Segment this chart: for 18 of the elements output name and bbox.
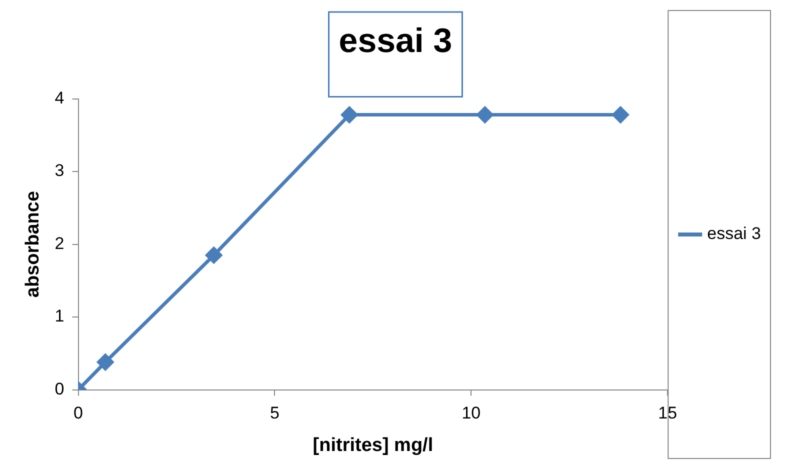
x-axis-title: [nitrites] mg/l	[312, 434, 434, 456]
legend-label: essai 3	[707, 224, 762, 244]
chart-title: essai 3	[338, 22, 452, 60]
point	[206, 246, 222, 264]
y-tick-label: 0	[54, 379, 64, 398]
y-axis-title: absorbance	[22, 190, 44, 298]
x-tick-label: 15	[658, 404, 678, 423]
x-tick-label: 10	[462, 404, 481, 423]
y-tick-label: 4	[54, 88, 64, 108]
y-tick-label: 3	[54, 161, 64, 180]
y-tick-label: 1	[54, 306, 64, 326]
y-tick-label: 2	[54, 234, 64, 253]
point	[341, 106, 358, 124]
x-tick-label: 5	[270, 404, 280, 423]
point	[476, 106, 494, 124]
point	[612, 106, 629, 124]
point	[97, 354, 114, 370]
x-tick-label: 0	[74, 404, 83, 423]
